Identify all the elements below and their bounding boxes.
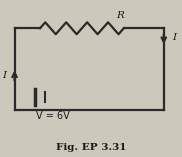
Text: R: R [116,11,124,20]
Text: I: I [3,71,7,80]
Text: V = 6V: V = 6V [36,111,70,121]
Text: I: I [172,33,176,42]
Text: Fig. EP 3.31: Fig. EP 3.31 [56,143,126,152]
